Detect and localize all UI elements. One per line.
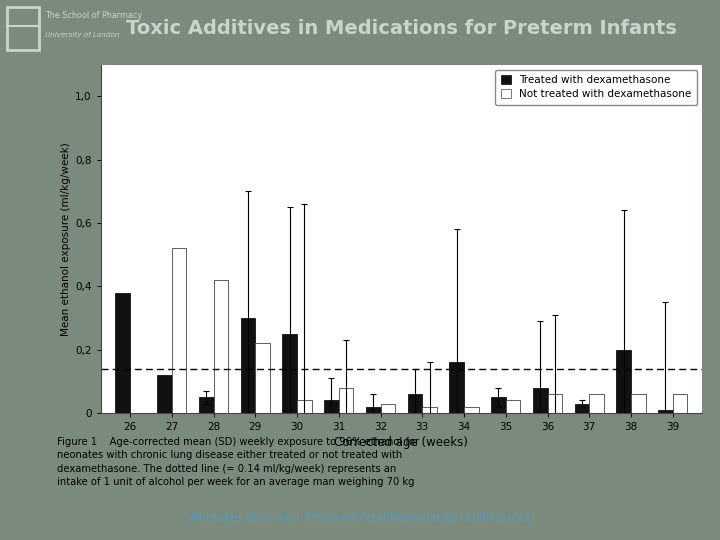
Bar bbox=[616, 350, 631, 413]
Bar bbox=[491, 397, 505, 413]
Bar bbox=[449, 362, 464, 413]
Bar bbox=[533, 388, 547, 413]
Text: Toxic Additives in Medications for Preterm Infants: Toxic Additives in Medications for Prete… bbox=[126, 19, 677, 38]
Bar bbox=[672, 394, 688, 413]
Bar bbox=[505, 401, 521, 413]
Bar bbox=[172, 248, 186, 413]
Text: Whittaker et al. Arch Dis Child Fetal Neonatal Ed. 2009 Jan 21: Whittaker et al. Arch Dis Child Fetal Ne… bbox=[188, 514, 532, 523]
Bar bbox=[631, 394, 646, 413]
Bar bbox=[589, 394, 604, 413]
Bar bbox=[282, 334, 297, 413]
Bar bbox=[157, 375, 172, 413]
Bar bbox=[575, 403, 589, 413]
Bar bbox=[658, 410, 672, 413]
Y-axis label: Mean ethanol exposure (ml/kg/week): Mean ethanol exposure (ml/kg/week) bbox=[61, 142, 71, 336]
Bar bbox=[381, 403, 395, 413]
Bar bbox=[408, 394, 422, 413]
Bar bbox=[256, 343, 270, 413]
Bar bbox=[366, 407, 381, 413]
Bar bbox=[324, 401, 339, 413]
X-axis label: Corrected age (weeks): Corrected age (weeks) bbox=[335, 436, 468, 449]
Bar bbox=[547, 394, 562, 413]
Bar bbox=[214, 280, 228, 413]
Bar bbox=[240, 318, 256, 413]
Bar bbox=[339, 388, 354, 413]
Bar bbox=[115, 293, 130, 413]
Text: The School of Pharmacy: The School of Pharmacy bbox=[45, 11, 142, 21]
Bar bbox=[464, 407, 479, 413]
Bar bbox=[297, 401, 312, 413]
Legend: Treated with dexamethasone, Not treated with dexamethasone: Treated with dexamethasone, Not treated … bbox=[495, 70, 697, 105]
Text: University of London: University of London bbox=[45, 32, 119, 38]
Bar bbox=[422, 407, 437, 413]
Text: Figure 1    Age-corrected mean (SD) weekly exposure to 96% ethanol for
neonates : Figure 1 Age-corrected mean (SD) weekly … bbox=[57, 436, 419, 488]
Bar bbox=[199, 397, 214, 413]
